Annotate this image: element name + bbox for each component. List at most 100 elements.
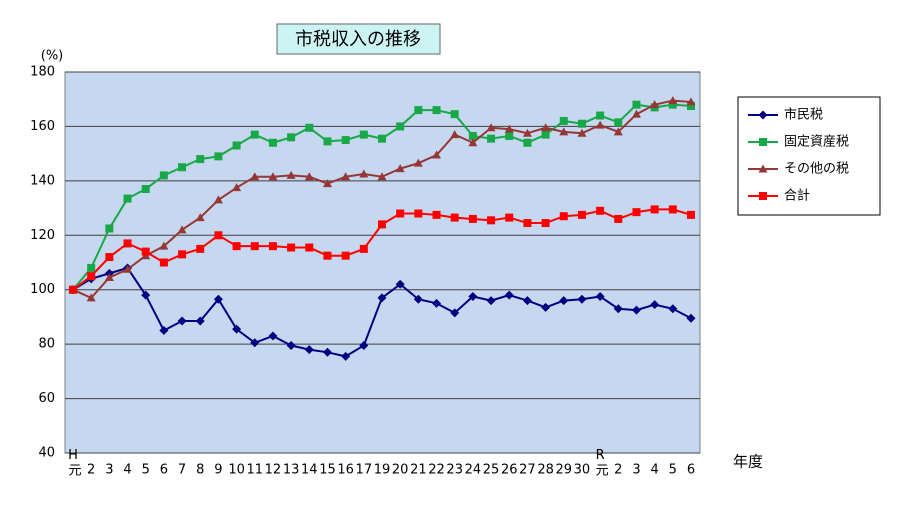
data-point [596,206,605,215]
x-tick-label: 6 [687,463,695,478]
x-tick-label: 17 [356,463,373,478]
data-point [687,102,695,111]
data-point [687,210,695,219]
y-axis-label: (%) [41,49,64,64]
data-point [105,253,114,262]
title-box [276,23,441,55]
x-tick-label: 26 [501,463,518,478]
data-point [396,209,405,218]
data-point [595,120,605,129]
data-point [523,219,532,228]
x-tick-label: H元 [66,448,82,477]
data-point [504,124,514,133]
data-point [378,134,386,143]
data-point [414,209,423,218]
x-tick-label: 22 [428,463,445,478]
data-point [69,285,77,294]
data-point [432,298,442,308]
data-point [613,127,623,136]
data-point [650,300,660,310]
x-tick-label: 15 [319,463,336,478]
data-point [232,183,242,192]
data-point [668,205,677,214]
data-point [377,172,387,181]
data-point [323,251,332,260]
data-point [432,106,441,115]
x-tick-label: 30 [574,463,591,478]
data-point [523,138,532,147]
data-point [541,123,551,132]
data-point [250,242,259,251]
legend-label: 市民税 [784,107,823,123]
data-point [668,100,677,109]
data-point [232,141,241,150]
data-point [468,292,478,302]
data-point [341,136,350,145]
x-tick-label: 25 [483,463,500,478]
data-point [505,213,514,222]
data-point [232,242,241,251]
data-point [632,208,641,217]
data-point [268,242,277,251]
x-tick-label: 28 [537,463,554,478]
data-point [522,128,532,137]
data-point [250,130,259,139]
data-point [341,351,351,361]
y-tick-label: 140 [30,173,55,188]
data-point [378,220,386,229]
data-point [577,210,586,219]
x-tick-label: 7 [178,463,186,478]
data-point [195,213,205,222]
data-point [577,119,586,128]
data-point [486,123,496,132]
x-tick-label: 6 [160,463,168,478]
data-point [159,241,169,250]
data-point [486,296,496,306]
x-tick-label: 5 [142,463,150,478]
x-tick-label: 14 [301,463,318,478]
data-point [414,106,423,115]
data-point [541,130,550,139]
x-tick-label: 13 [283,463,300,478]
data-point [359,244,368,253]
x-tick-label: 2 [87,463,95,478]
data-point [159,171,168,180]
data-point [177,225,187,234]
x-tick-label: 4 [651,463,659,478]
data-point [432,210,441,219]
data-point [450,213,459,222]
data-point [577,294,587,304]
data-point [123,264,133,273]
y-tick-label: 40 [38,446,55,461]
legend-marker [759,138,767,146]
data-point [86,293,96,302]
data-point [178,250,187,259]
data-point [614,214,623,223]
data-point [214,152,223,161]
data-point [395,164,405,173]
x-tick-label: 19 [374,463,391,478]
data-point [286,341,296,351]
data-point [159,326,169,336]
legend-label: その他の税 [784,162,849,177]
data-point [504,290,514,300]
data-point [559,127,569,136]
data-point [178,163,187,172]
x-axis-label: 年度 [733,453,763,471]
legend-marker [759,192,767,200]
x-tick-label: 24 [465,463,482,478]
data-point [305,243,314,252]
data-point [595,292,605,302]
data-point [686,313,696,323]
data-point [341,251,350,260]
data-point [559,116,568,125]
data-point [305,123,314,132]
data-point [141,185,150,194]
data-point [613,304,623,314]
data-point [487,216,496,225]
x-tick-label: 10 [228,463,245,478]
data-point [268,138,277,147]
data-point [104,272,114,281]
chart-title: 市税収入の推移 [295,29,421,50]
data-point [413,158,423,167]
